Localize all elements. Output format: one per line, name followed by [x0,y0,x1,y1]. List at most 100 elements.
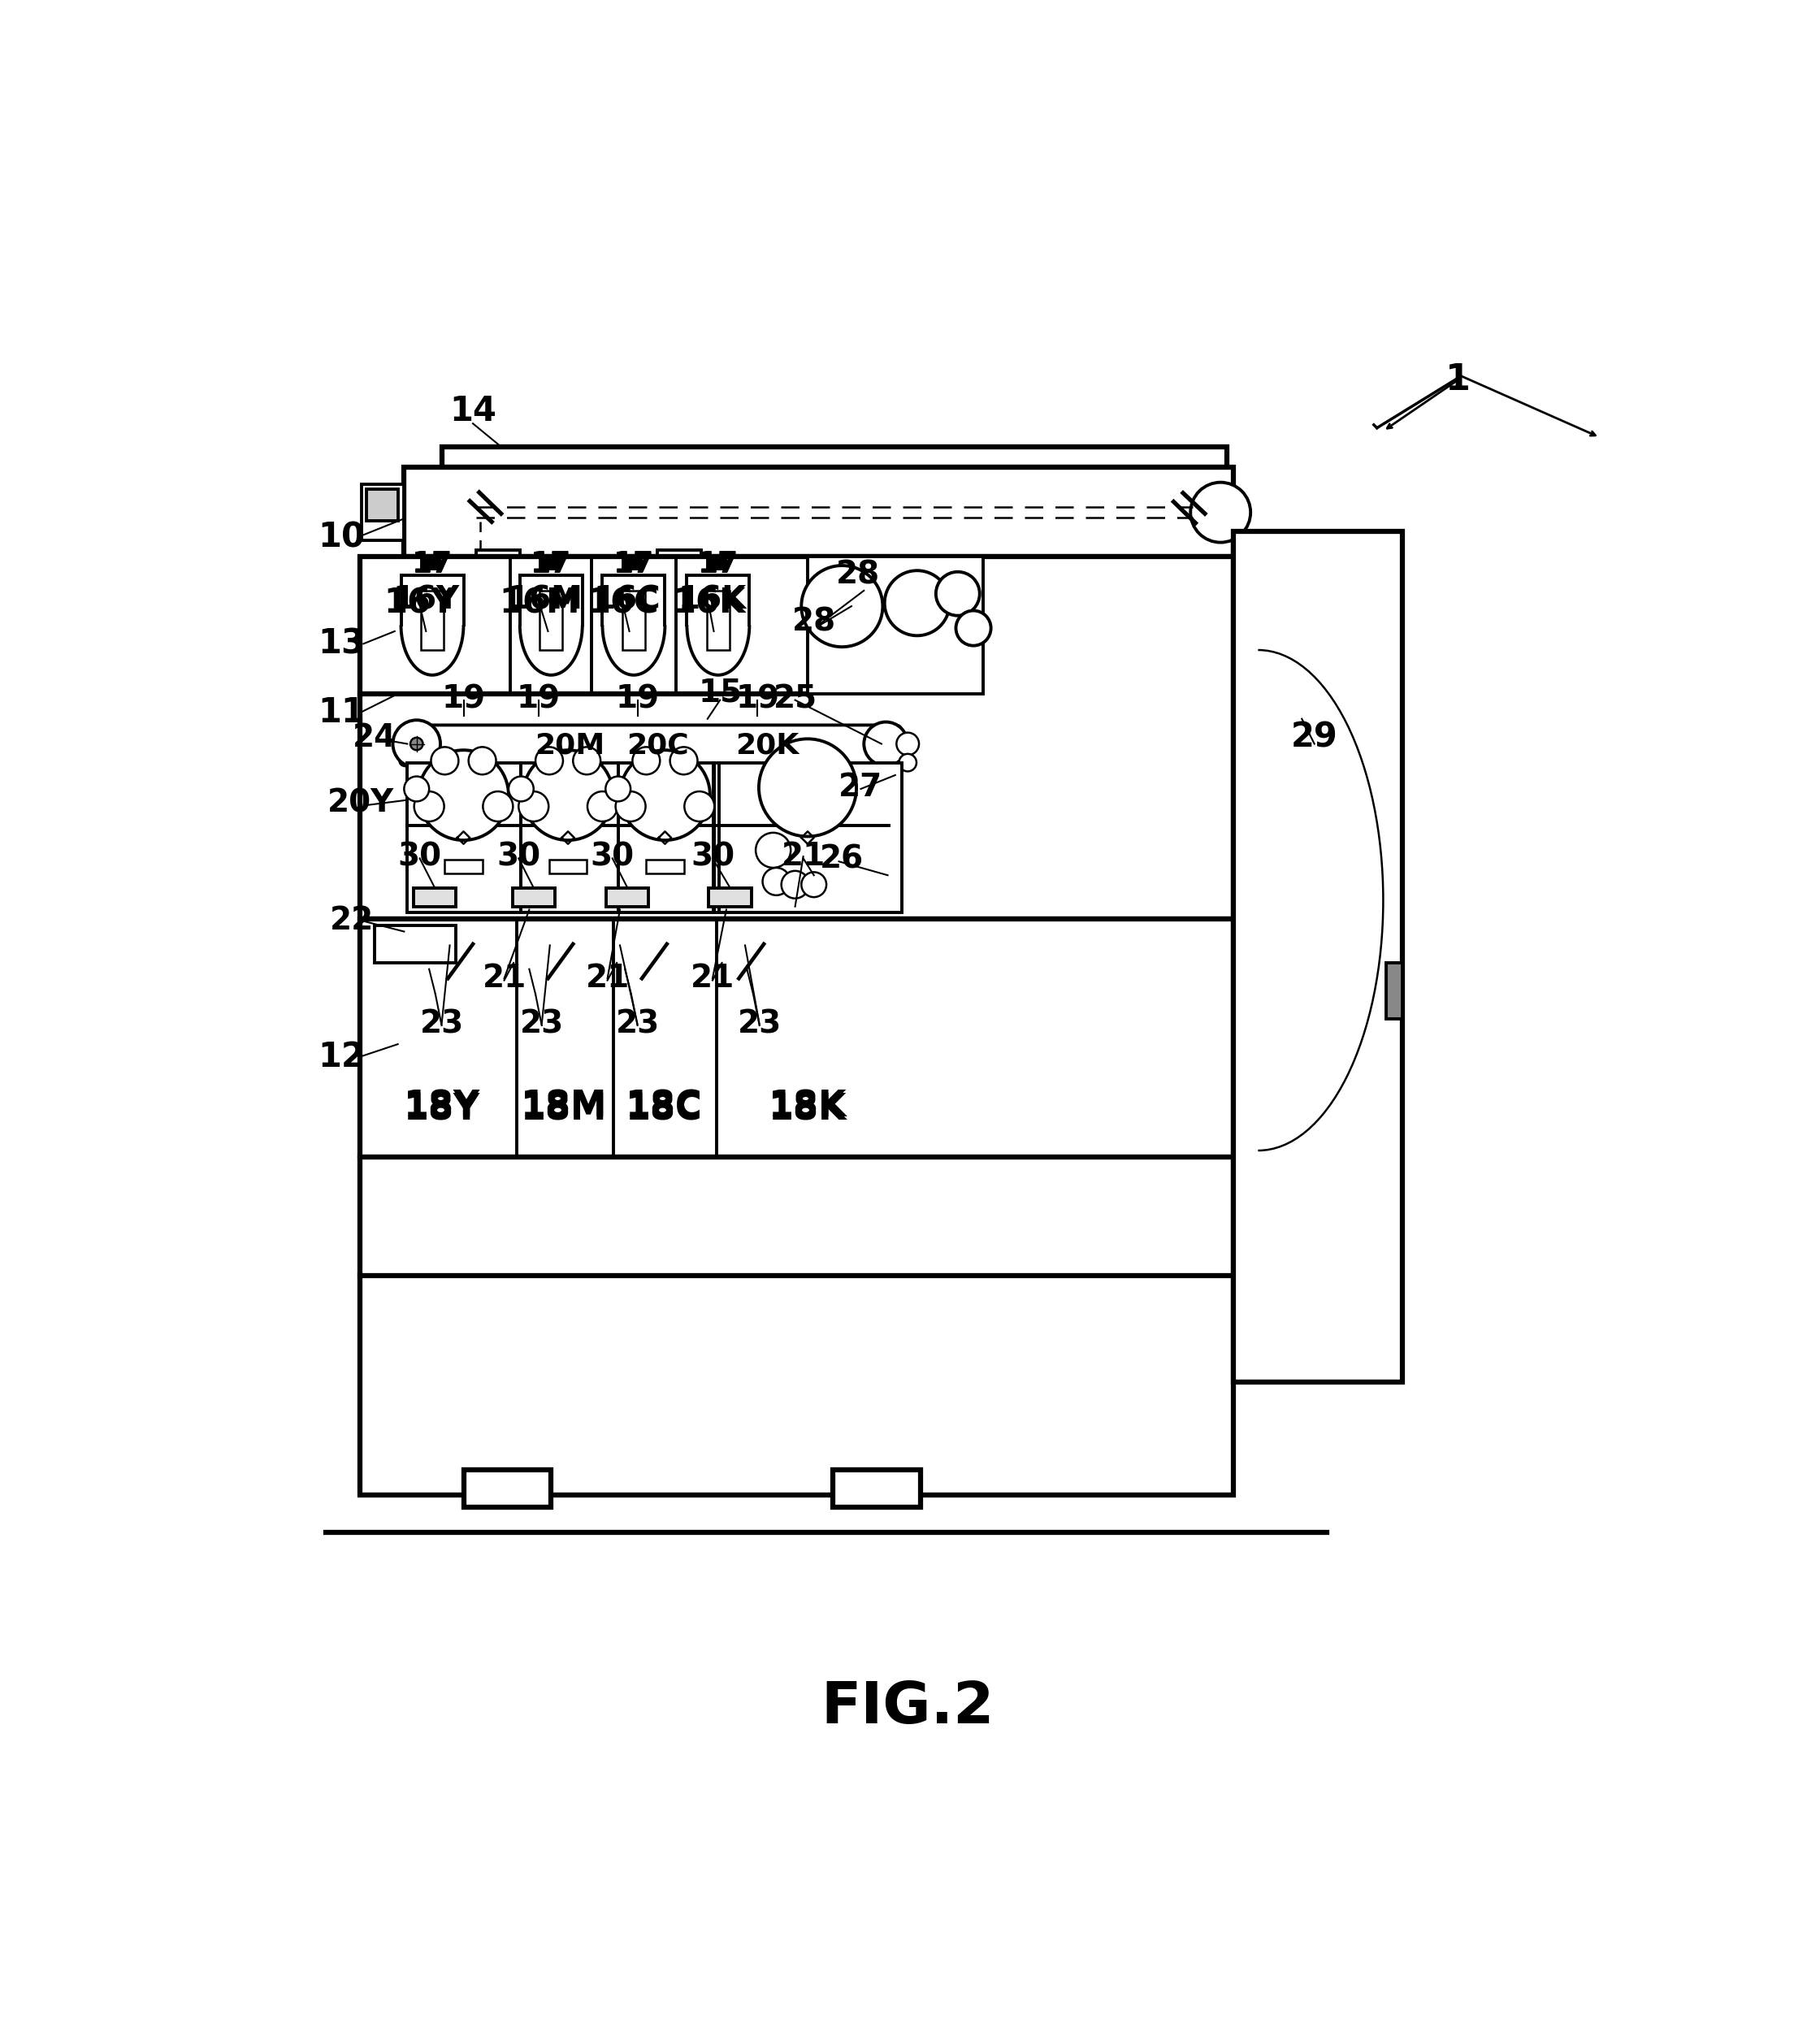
Bar [808,556,983,694]
Text: 20C: 20C [626,732,688,760]
Bar [404,466,1234,556]
Text: 21: 21 [781,842,824,872]
Bar [706,590,730,651]
Circle shape [864,722,908,767]
Text: 17: 17 [411,550,453,578]
Bar [442,446,1227,466]
Text: 17: 17 [411,552,453,578]
Circle shape [759,738,857,836]
Text: 17: 17 [697,550,739,578]
Bar [513,888,555,907]
Circle shape [763,868,790,894]
Text: 16Y: 16Y [384,586,455,621]
Circle shape [482,791,513,821]
Text: 23: 23 [615,1008,659,1040]
Text: 20K: 20K [735,732,799,760]
Text: 21: 21 [690,963,735,994]
Bar [1387,963,1401,1020]
Bar [541,590,562,651]
Text: FIG.2: FIG.2 [821,1679,994,1736]
Bar [360,556,1234,919]
Text: 28: 28 [792,606,835,637]
Text: 23: 23 [420,1008,464,1040]
Circle shape [781,870,808,898]
Bar [713,763,901,913]
Text: 30: 30 [590,842,635,872]
Text: 13: 13 [318,627,366,661]
Text: 18K: 18K [768,1089,846,1124]
Text: 21: 21 [482,963,526,994]
Text: 30: 30 [399,842,442,872]
Circle shape [522,750,613,840]
Circle shape [1190,483,1250,541]
Circle shape [956,610,990,645]
Bar [477,550,521,564]
Circle shape [431,746,459,775]
Bar [619,763,713,913]
Text: 19: 19 [615,683,659,714]
Text: 30: 30 [497,842,541,872]
Bar [646,860,684,874]
Bar [444,860,482,874]
Circle shape [801,872,826,896]
Text: 17: 17 [531,552,571,578]
Text: 25: 25 [774,683,817,714]
Bar [413,888,457,907]
Text: 15: 15 [699,677,743,708]
FancyBboxPatch shape [400,726,901,767]
Bar [622,590,644,651]
Text: 18C: 18C [626,1089,703,1124]
Bar [424,556,440,568]
Text: 16Y: 16Y [393,584,459,614]
Text: 30: 30 [690,842,735,872]
Text: 17: 17 [697,552,739,578]
Circle shape [632,746,661,775]
Circle shape [519,791,548,821]
Circle shape [621,750,710,840]
Text: 12: 12 [318,1040,366,1073]
Bar [550,860,586,874]
Text: 18M: 18M [521,1089,606,1124]
Text: 17: 17 [531,550,571,578]
Bar [521,763,619,913]
Text: 28: 28 [835,560,879,590]
Circle shape [885,570,950,635]
Text: 16C: 16C [588,586,659,621]
Circle shape [419,750,508,840]
Text: 24: 24 [353,722,397,752]
Circle shape [404,777,430,801]
Text: 18K: 18K [768,1093,846,1128]
Text: 16K: 16K [672,586,746,621]
Text: 17: 17 [613,550,653,578]
Text: 16M: 16M [508,584,582,614]
Bar [366,489,399,521]
Text: 21: 21 [586,963,630,994]
Bar [626,556,641,568]
Circle shape [897,732,919,754]
Bar [708,888,752,907]
Bar [408,763,521,913]
Circle shape [755,834,790,868]
Text: 26: 26 [821,844,864,874]
Bar [710,556,726,568]
Circle shape [606,777,630,801]
Text: 18Y: 18Y [404,1089,480,1124]
Text: 18Y: 18Y [404,1093,480,1128]
Circle shape [410,738,422,750]
Text: 29: 29 [1290,720,1338,754]
Circle shape [415,791,444,821]
Circle shape [508,777,533,801]
Text: 19: 19 [442,683,486,714]
Text: 18C: 18C [626,1093,703,1128]
Bar [362,485,404,541]
Circle shape [468,746,497,775]
Text: 23: 23 [737,1008,781,1040]
Bar [832,1470,921,1507]
Bar [544,556,559,568]
Text: 22: 22 [329,904,375,935]
Text: 27: 27 [839,773,883,803]
Circle shape [801,566,883,647]
Text: 19: 19 [517,683,561,714]
Text: 16C: 16C [593,584,661,614]
Circle shape [393,720,440,769]
